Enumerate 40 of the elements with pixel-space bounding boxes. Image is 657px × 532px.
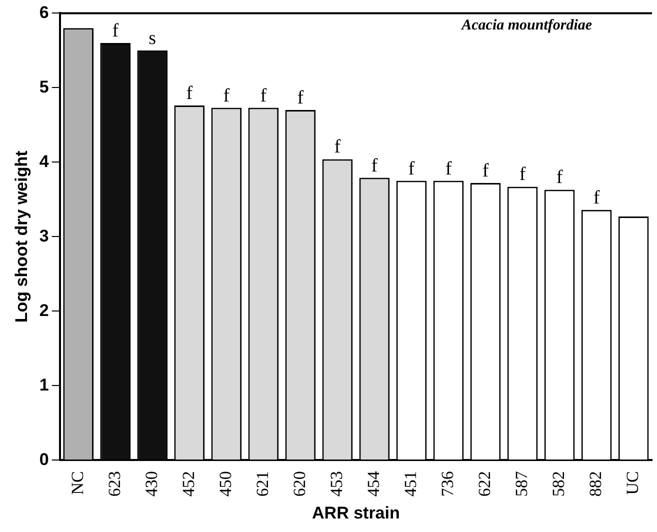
x-tick-label: 450 [216, 471, 235, 497]
annotation: f [186, 83, 194, 104]
x-tick-label: 430 [142, 471, 161, 497]
y-tick-label: 3 [39, 226, 49, 246]
x-tick-label: 582 [548, 471, 568, 497]
x-axis-title: ARR strain [312, 503, 400, 522]
x-tick-label: 623 [104, 471, 124, 497]
annotation: f [371, 155, 378, 176]
y-tick-label: 6 [39, 2, 49, 22]
annotation: f [556, 167, 564, 188]
y-tick-label: 0 [39, 450, 49, 469]
annotation: f [223, 85, 230, 106]
x-tick-label: UC [623, 471, 642, 495]
annotation: f [334, 136, 342, 158]
chart-title: Acacia mountfordiae [460, 18, 592, 34]
y-tick-label: 5 [39, 77, 49, 96]
x-tick-label: 587 [512, 470, 531, 497]
x-tick-label: 454 [364, 470, 383, 497]
y-tick-label: 1 [39, 375, 49, 394]
annotation: f [482, 160, 490, 182]
annotation: f [445, 158, 452, 180]
x-tick-label: 620 [290, 471, 309, 497]
x-tick-label: 451 [400, 471, 420, 497]
x-tick-label: NC [68, 471, 87, 495]
x-tick-label: 621 [252, 471, 272, 497]
x-tick-label: 622 [474, 471, 494, 497]
annotation: f [408, 158, 416, 180]
x-tick-label: 736 [438, 471, 457, 497]
annotation: s [148, 28, 156, 49]
annotation: f [519, 164, 526, 186]
annotation: f [260, 85, 268, 106]
x-tick-label: 453 [326, 471, 346, 497]
y-tick-label: 2 [39, 300, 49, 320]
x-tick-label: 452 [178, 471, 198, 497]
annotation: f [112, 20, 120, 42]
y-tick-label: 4 [39, 152, 50, 171]
annotation: f [593, 187, 600, 208]
y-axis-title: Log shoot dry weight [12, 150, 31, 323]
x-tick-label: 882 [586, 471, 605, 497]
annotation: f [297, 88, 304, 109]
